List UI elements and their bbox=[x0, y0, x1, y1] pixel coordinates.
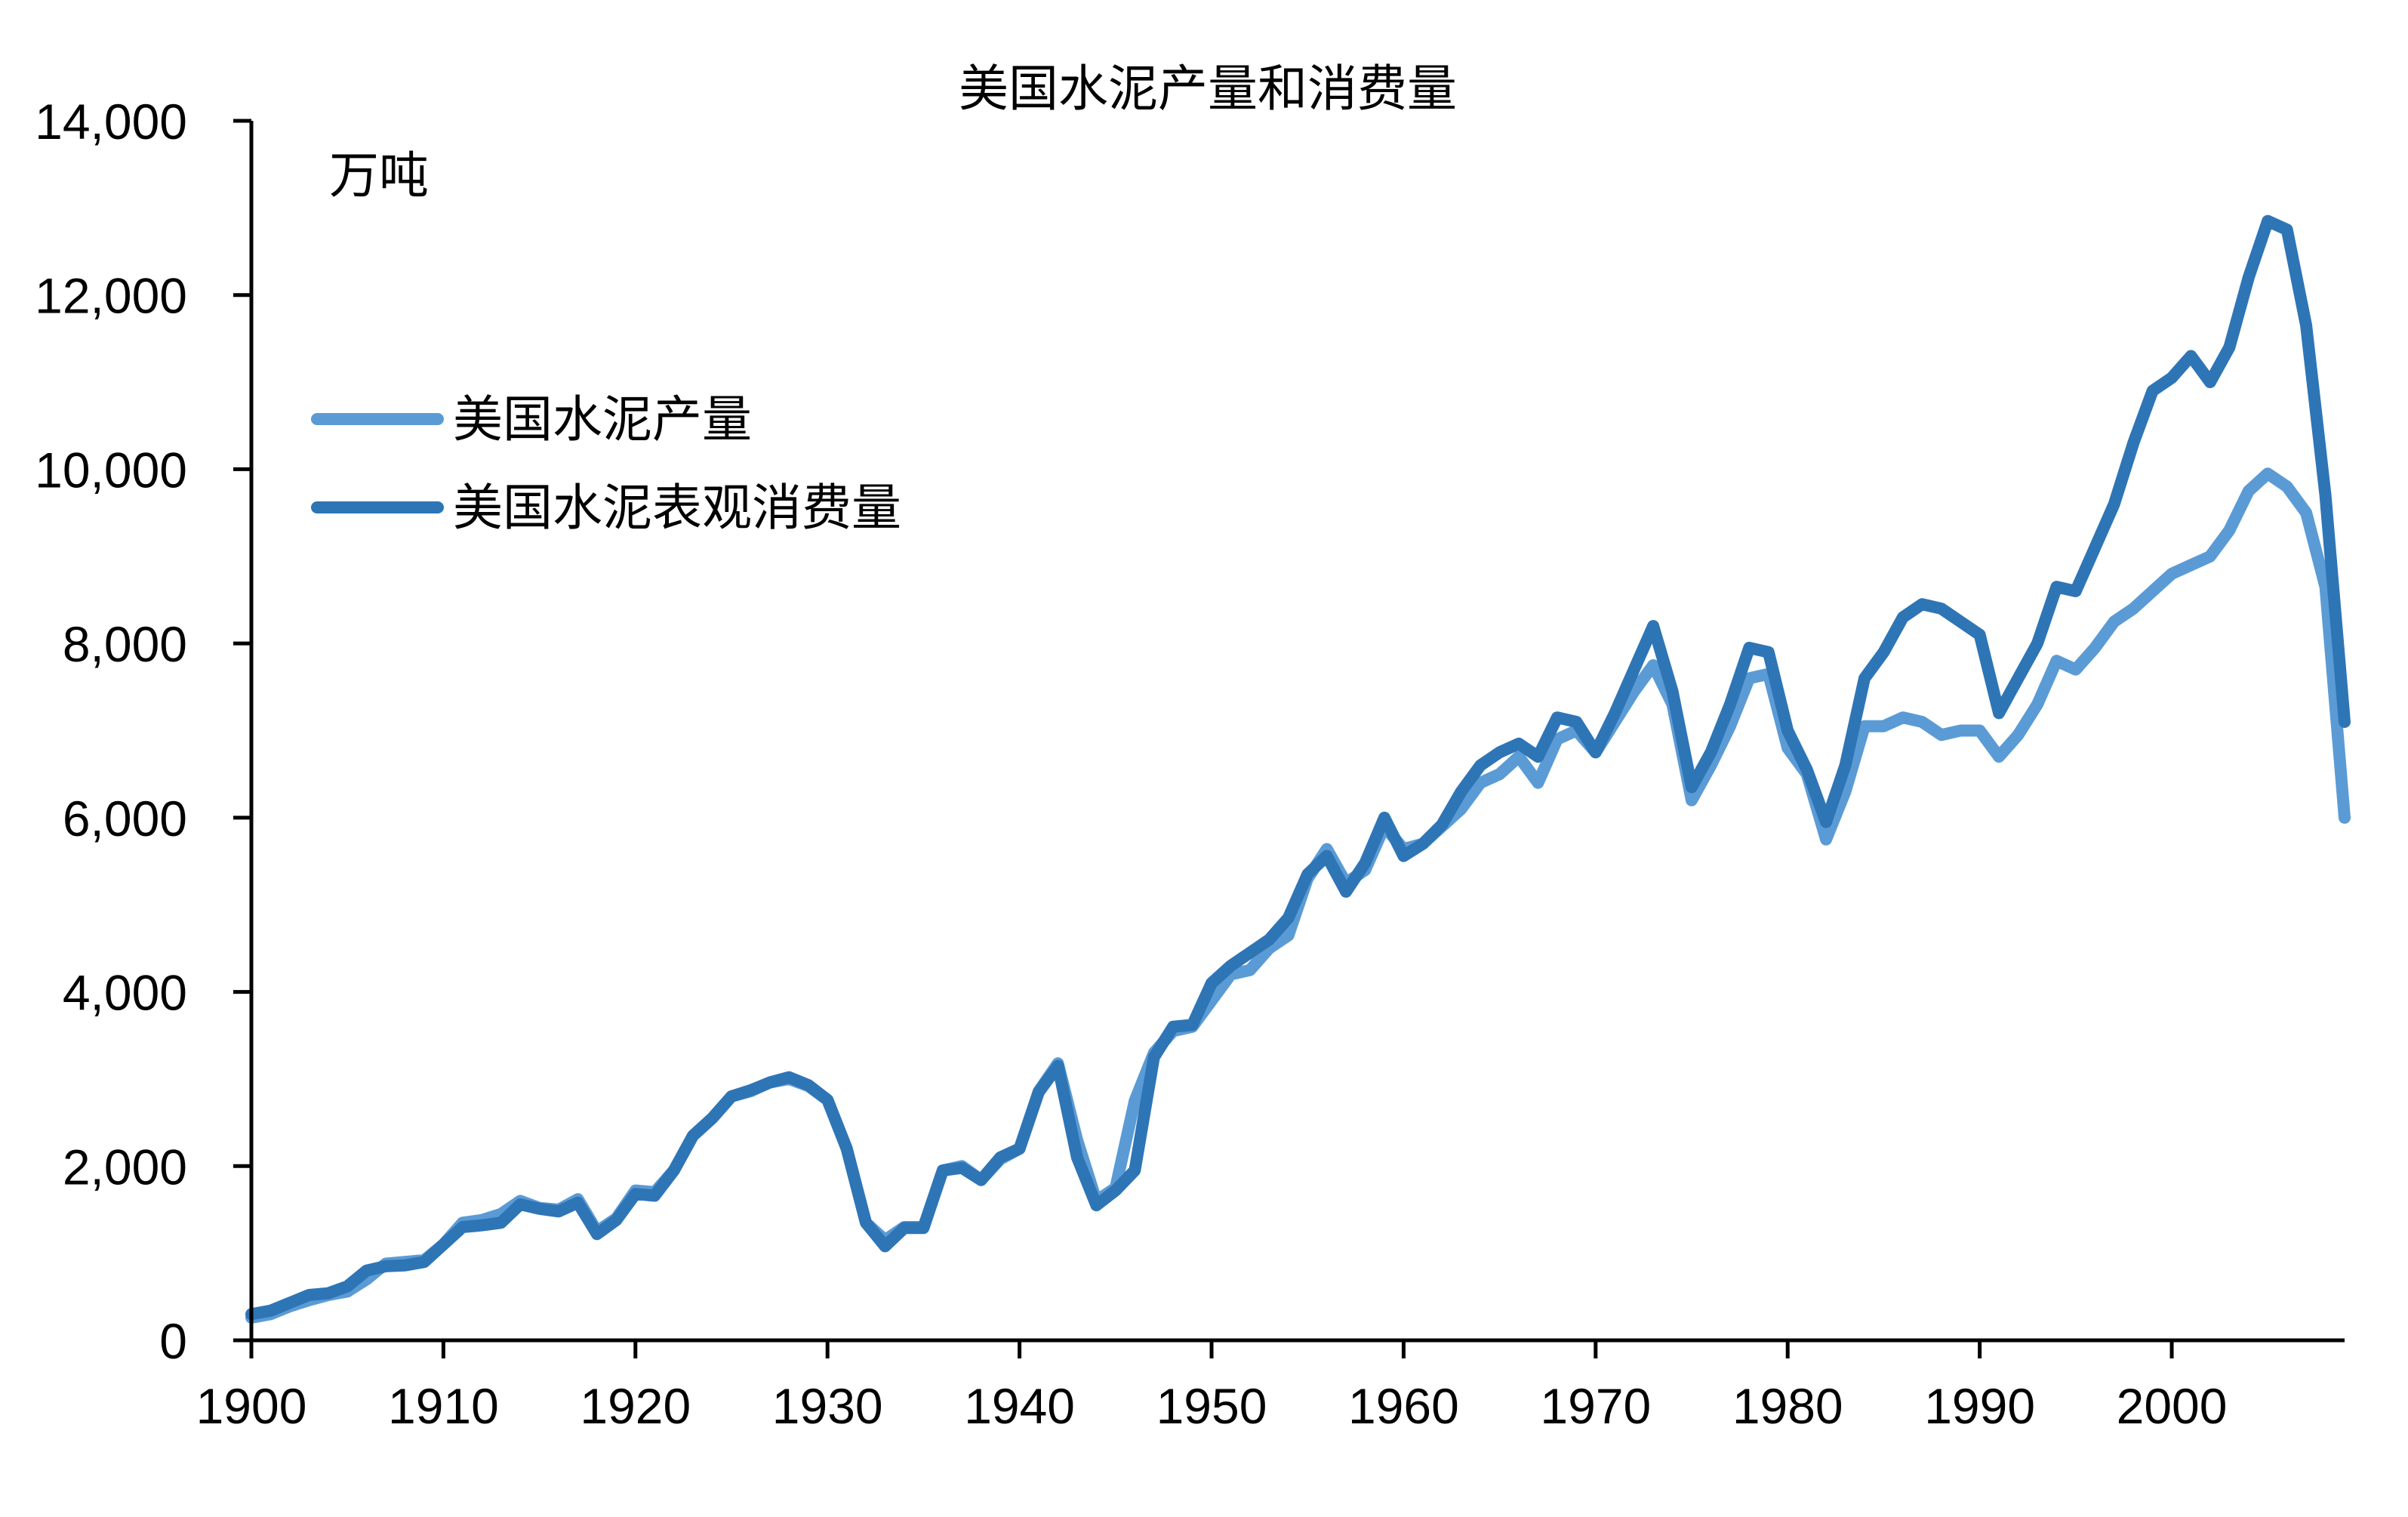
legend-label-production: 美国水泥产量 bbox=[453, 390, 752, 449]
y-tick-label: 14,000 bbox=[35, 94, 187, 150]
y-tick-label: 0 bbox=[159, 1313, 187, 1369]
x-tick-label: 1980 bbox=[1732, 1378, 1843, 1434]
y-tick-label: 6,000 bbox=[63, 791, 187, 846]
legend: 美国水泥产量 美国水泥表观消费量 bbox=[311, 390, 901, 537]
x-tick-label: 1900 bbox=[196, 1378, 307, 1434]
series-layer bbox=[245, 214, 2351, 1324]
x-tick-label: 1920 bbox=[580, 1378, 691, 1434]
y-axis-ticks: 0 2,000 4,000 6,000 8,000 10,000 12,000 14,000 bbox=[35, 94, 251, 1369]
x-tick-label: 1970 bbox=[1540, 1378, 1651, 1434]
y-tick-label: 12,000 bbox=[35, 268, 187, 324]
chart-title: 美国水泥产量和消费量 bbox=[959, 60, 1457, 118]
y-tick-label: 8,000 bbox=[63, 616, 187, 672]
x-tick-label: 1950 bbox=[1156, 1378, 1267, 1434]
x-tick-label: 1990 bbox=[1924, 1378, 2035, 1434]
y-tick-label: 4,000 bbox=[63, 965, 187, 1021]
x-tick-label: 2000 bbox=[2117, 1378, 2228, 1434]
series-line-consumption bbox=[245, 214, 2351, 1321]
y-tick-label: 2,000 bbox=[63, 1139, 187, 1195]
x-tick-label: 1940 bbox=[964, 1378, 1075, 1434]
x-tick-label: 1960 bbox=[1348, 1378, 1459, 1434]
x-axis-ticks: 1900 1910 1920 1930 1940 1950 1960 1970 1980 1990… bbox=[196, 1340, 2228, 1434]
unit-label: 万吨 bbox=[329, 146, 429, 205]
legend-label-consumption: 美国水泥表观消费量 bbox=[453, 479, 901, 537]
x-tick-label: 1930 bbox=[772, 1378, 883, 1434]
x-tick-label: 1910 bbox=[388, 1378, 499, 1434]
y-tick-label: 10,000 bbox=[35, 442, 187, 498]
